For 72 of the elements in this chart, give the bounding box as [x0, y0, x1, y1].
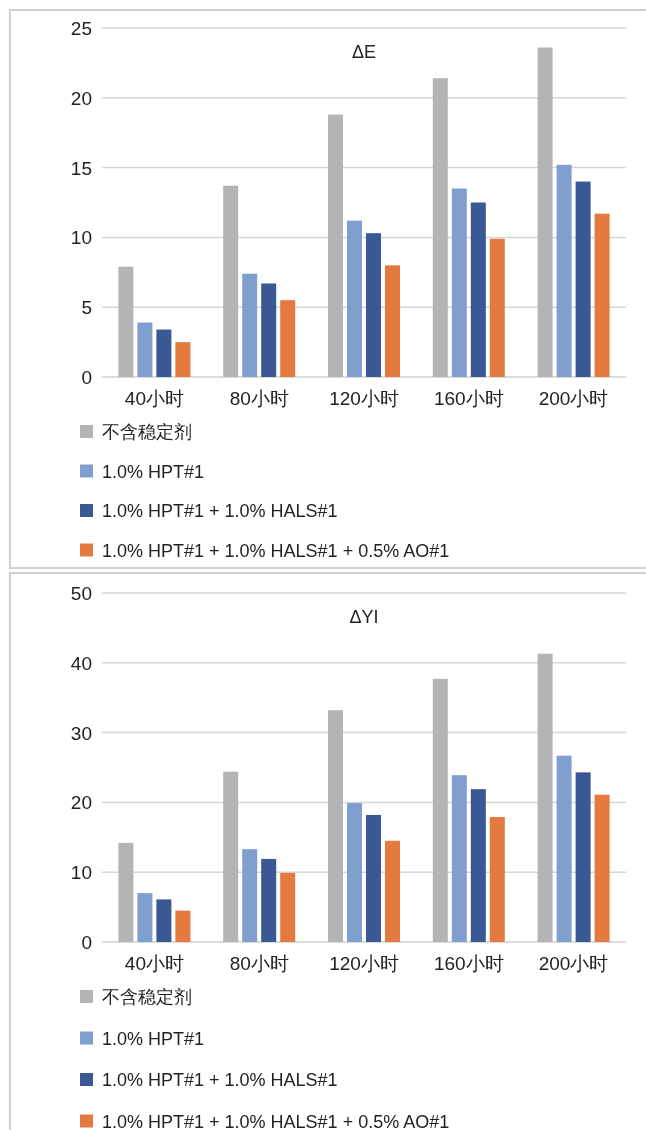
legend-label: 不含稳定剂	[102, 987, 192, 1007]
legend-label: 1.0% HPT#1 + 1.0% HALS#1 + 0.5% AO#1	[102, 540, 450, 561]
y-tick-label: 20	[70, 792, 92, 814]
bar	[451, 775, 467, 942]
x-tick-label: 80小时	[229, 953, 289, 974]
text: ΔE	[351, 42, 377, 62]
legend-label: 1.0% HPT#1	[102, 1028, 205, 1049]
bar	[385, 840, 400, 942]
bar	[489, 238, 505, 377]
bar	[470, 789, 486, 942]
y-tick-label: 40	[70, 652, 92, 674]
y-tick-label: 15	[70, 157, 92, 179]
bar	[556, 755, 572, 942]
bar	[223, 185, 239, 377]
y-tick-label: 10	[70, 227, 92, 249]
x-tick-label: 40小时	[124, 388, 184, 409]
legend-label: 1.0% HPT#1 + 1.0% HALS#1	[102, 501, 338, 521]
y-tick-label: 25	[70, 18, 92, 39]
bar	[432, 78, 448, 377]
y-tick-label: 0	[81, 932, 92, 953]
bar	[175, 910, 191, 942]
y-tick-label: 50	[70, 583, 92, 604]
bar	[175, 342, 191, 377]
bar	[223, 771, 239, 942]
bar	[347, 220, 362, 377]
y-tick-label: 0	[81, 367, 92, 388]
bar	[347, 803, 362, 942]
bar	[556, 164, 572, 377]
bar	[385, 265, 400, 377]
bar	[137, 893, 153, 942]
bar	[432, 678, 448, 942]
bar	[537, 653, 553, 942]
x-tick-label: 200小时	[538, 953, 609, 974]
legend-label: 1.0% HPT#1 + 1.0% HALS#1	[102, 1070, 338, 1090]
bar	[137, 322, 153, 377]
x-tick-label: 160小时	[433, 388, 504, 409]
x-tick-label: 120小时	[329, 388, 399, 409]
bar	[366, 233, 381, 377]
y-tick-label: 5	[81, 297, 92, 319]
bar	[594, 794, 610, 942]
bar	[594, 213, 610, 377]
legend-label: 1.0% HPT#1	[102, 461, 205, 482]
bar	[328, 710, 343, 942]
y-tick-label: 30	[70, 722, 92, 744]
bar	[242, 273, 258, 377]
bar	[242, 849, 258, 942]
bar	[575, 772, 591, 942]
bar	[489, 817, 505, 942]
bar	[261, 283, 277, 377]
bar	[328, 114, 343, 377]
x-tick-label: 40小时	[124, 953, 184, 974]
bar	[537, 47, 553, 377]
legend-label: 不含稳定剂	[102, 422, 192, 442]
bar	[451, 188, 467, 377]
bar	[366, 814, 381, 942]
bar	[156, 899, 172, 942]
bar	[575, 181, 591, 377]
bar	[280, 872, 296, 942]
bar	[280, 300, 296, 377]
x-tick-label: 200小时	[538, 388, 609, 409]
y-tick-label: 10	[70, 862, 92, 884]
bar	[156, 329, 172, 377]
y-tick-label: 20	[70, 87, 92, 109]
x-tick-label: 160小时	[433, 953, 504, 974]
text: ΔYI	[349, 607, 379, 627]
legend-label: 1.0% HPT#1 + 1.0% HALS#1 + 0.5% AO#1	[102, 1111, 450, 1130]
bar	[118, 842, 134, 942]
x-tick-label: 120小时	[329, 953, 399, 974]
x-tick-label: 80小时	[229, 388, 289, 409]
bar	[118, 266, 134, 377]
bar	[261, 858, 277, 942]
bar	[470, 202, 486, 377]
